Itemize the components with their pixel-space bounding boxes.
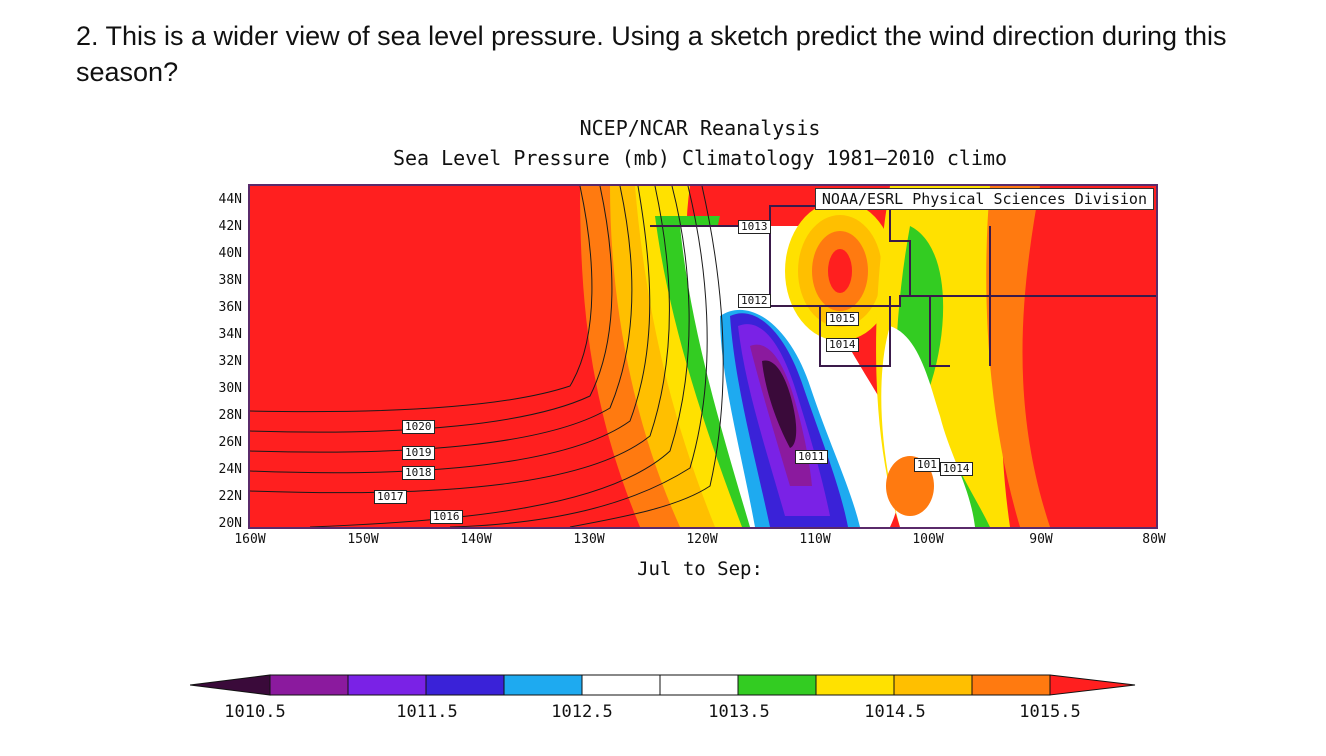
colorbar-low-arrow	[190, 674, 271, 696]
lat-label: 34N	[218, 327, 242, 342]
colorbar-cell	[893, 674, 973, 696]
lon-label: 120W	[686, 532, 718, 547]
question-text: 2. This is a wider view of sea level pre…	[76, 21, 1227, 87]
lat-label: 42N	[218, 219, 242, 234]
lon-label: 100W	[912, 532, 944, 547]
colorbar-cell	[815, 674, 895, 696]
contour-label: 1018	[402, 466, 435, 480]
colorbar-cell	[503, 674, 583, 696]
lat-label: 22N	[218, 489, 242, 504]
colorbar-cell	[347, 674, 427, 696]
lat-label: 20N	[218, 516, 242, 531]
lon-label: 150W	[347, 532, 379, 547]
colorbar-cell	[971, 674, 1051, 696]
colorbar-tick-label: 1014.5	[864, 702, 926, 722]
lon-label: 130W	[573, 532, 605, 547]
pressure-map: NOAA/ESRL Physical Sciences Division 101…	[248, 184, 1158, 529]
lon-label: 110W	[799, 532, 831, 547]
colorbar-tick-label: 1012.5	[551, 702, 613, 722]
season-label: Jul to Sep:	[637, 558, 763, 580]
contour-label: 1012	[738, 294, 771, 308]
lon-label: 90W	[1029, 532, 1053, 547]
contour-label: 1014	[940, 462, 973, 476]
colorbar	[190, 674, 1136, 696]
lat-label: 40N	[218, 246, 242, 261]
contour-label: 1013	[738, 220, 771, 234]
colorbar-tick-label: 1011.5	[396, 702, 458, 722]
colorbar-cell	[425, 674, 505, 696]
lat-label: 28N	[218, 408, 242, 423]
contour-label: 1020	[402, 420, 435, 434]
lon-label: 140W	[460, 532, 492, 547]
contour-label: 1014	[826, 338, 859, 352]
figure-subtitle: Sea Level Pressure (mb) Climatology 1981…	[392, 146, 1008, 170]
contour-label: 1017	[374, 490, 407, 504]
lon-label: 80W	[1142, 532, 1166, 547]
colorbar-cell	[269, 674, 349, 696]
pressure-field	[250, 186, 1156, 527]
colorbar-tick-label: 1010.5	[224, 702, 286, 722]
figure-title: NCEP/NCAR Reanalysis	[579, 116, 821, 140]
colorbar-tick-label: 1015.5	[1019, 702, 1081, 722]
lat-label: 30N	[218, 381, 242, 396]
lat-label: 44N	[218, 192, 242, 207]
contour-label: 1019	[402, 446, 435, 460]
contour-label: 1016	[430, 510, 463, 524]
lat-label: 24N	[218, 462, 242, 477]
lon-label: 160W	[234, 532, 266, 547]
colorbar-cells	[269, 674, 1051, 696]
lat-label: 36N	[218, 300, 242, 315]
lat-label: 26N	[218, 435, 242, 450]
contour-label: 1015	[826, 312, 859, 326]
data-credit: NOAA/ESRL Physical Sciences Division	[814, 188, 1154, 210]
contour-label: 1011	[795, 450, 828, 464]
lat-label: 38N	[218, 273, 242, 288]
colorbar-cell	[737, 674, 817, 696]
contour-label: 101	[914, 458, 940, 472]
colorbar-high-arrow	[1049, 674, 1136, 696]
colorbar-tick-label: 1013.5	[708, 702, 770, 722]
lat-label: 32N	[218, 354, 242, 369]
colorbar-cell	[659, 674, 739, 696]
colorbar-cell	[581, 674, 661, 696]
